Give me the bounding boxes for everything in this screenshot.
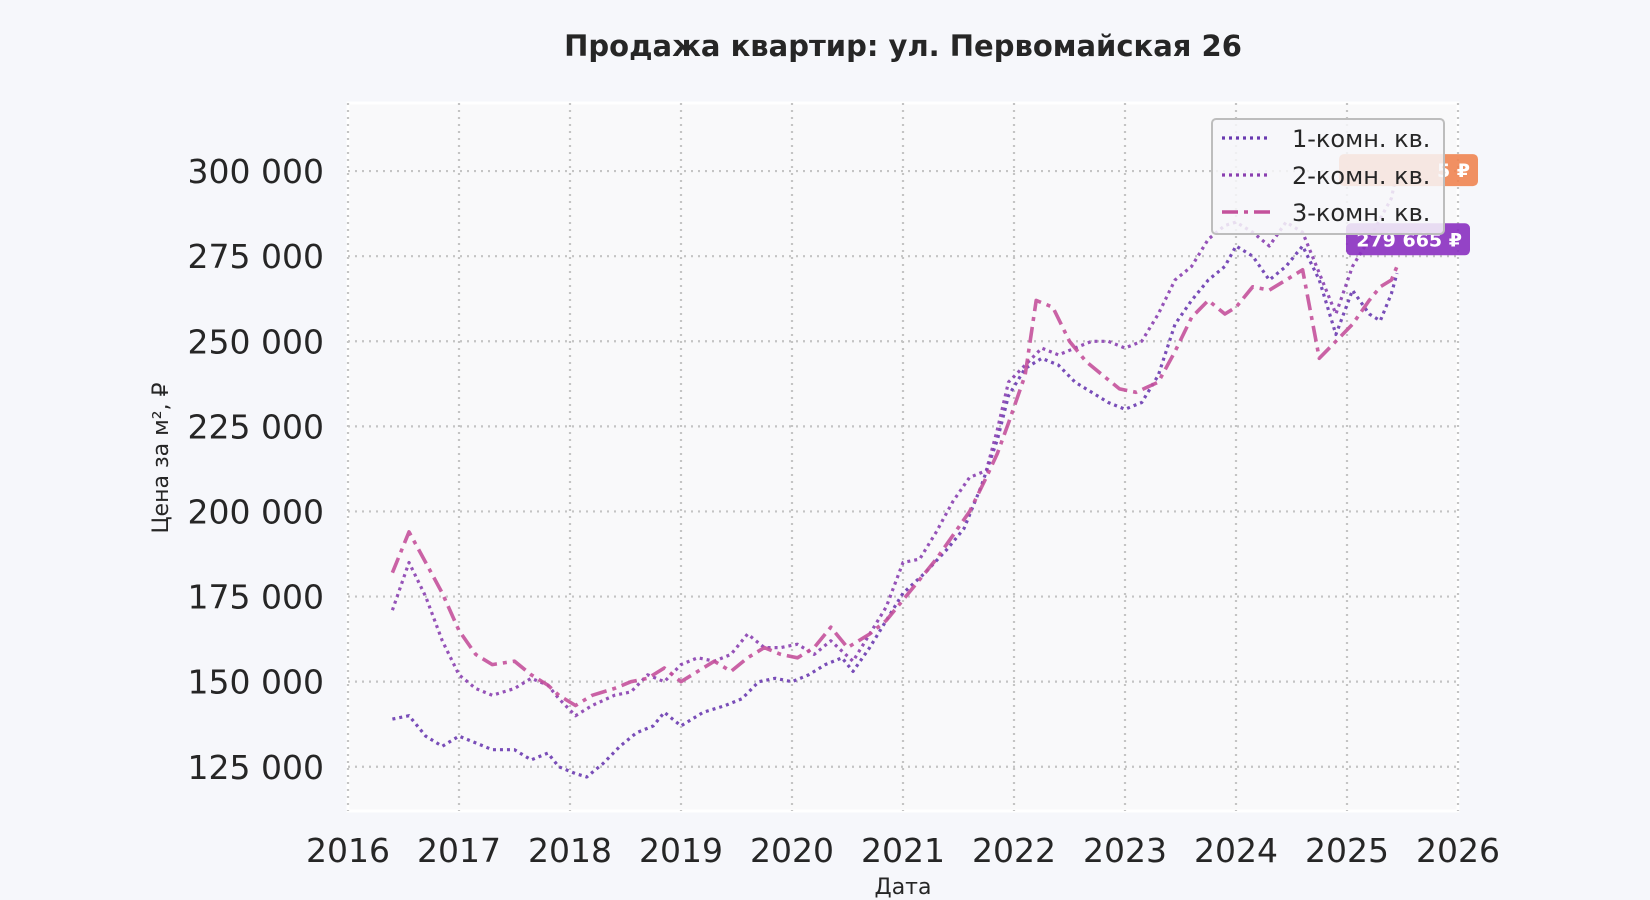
- x-tick-label: 2017: [417, 831, 501, 870]
- series-line-3: [390, 265, 1399, 708]
- x-tick-label: 2023: [1083, 831, 1167, 870]
- x-tick-label: 2021: [861, 831, 945, 870]
- grid-lines: [346, 103, 1460, 811]
- x-axis-label: Дата: [875, 875, 932, 900]
- x-tick-label: 2019: [639, 831, 723, 870]
- y-tick-label: 125 000: [188, 748, 324, 787]
- y-tick-label: 275 000: [188, 237, 324, 276]
- x-tick-labels: 2016 2017 2018 2019 2020 2021 2022 2023 2024 2025…: [306, 831, 1500, 870]
- x-tick-label: 2024: [1194, 831, 1278, 870]
- badge-label: 5 ₽: [1437, 160, 1470, 182]
- x-tick-label: 2022: [972, 831, 1056, 870]
- legend-label-3: 3-комн. кв.: [1292, 199, 1430, 227]
- legend-label-1: 1-комн. кв.: [1292, 125, 1430, 153]
- y-axis-label: Цена за м², ₽: [149, 382, 174, 533]
- x-tick-label: 2026: [1416, 831, 1500, 870]
- chart-title: Продажа квартир: ул. Первомайская 26: [564, 29, 1242, 63]
- y-tick-label: 300 000: [188, 152, 324, 191]
- y-tick-label: 175 000: [188, 578, 324, 617]
- legend: 1-комн. кв. 2-комн. кв. 3-комн. кв.: [1211, 118, 1445, 235]
- x-tick-label: 2018: [528, 831, 612, 870]
- x-tick-label: 2016: [306, 831, 390, 870]
- y-tick-label: 200 000: [188, 492, 324, 531]
- y-tick-label: 150 000: [188, 663, 324, 702]
- x-tick-label: 2025: [1305, 831, 1389, 870]
- y-tick-label: 225 000: [188, 407, 324, 446]
- x-tick-label: 2020: [750, 831, 834, 870]
- y-tick-labels: 125 000 150 000 175 000 200 000 225 000 250 0…: [188, 152, 324, 787]
- legend-label-2: 2-комн. кв.: [1292, 162, 1430, 190]
- y-tick-label: 250 000: [188, 322, 324, 361]
- legend-box: [1211, 118, 1445, 235]
